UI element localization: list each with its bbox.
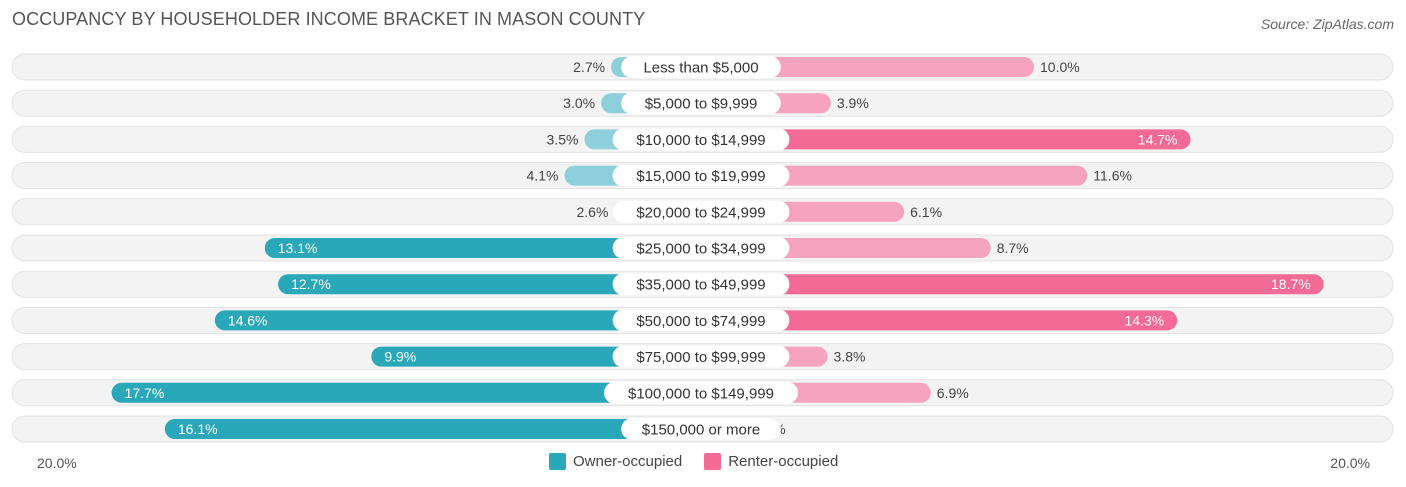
category-pill xyxy=(612,345,790,368)
legend-label-renter: Renter-occupied xyxy=(728,453,839,470)
category-pill xyxy=(612,309,790,332)
category-label: $100,000 to $149,999 xyxy=(628,385,774,402)
renter-value-label: 6.9% xyxy=(937,385,969,401)
owner-bar xyxy=(214,310,701,331)
category-pill xyxy=(604,381,798,404)
owner-bar xyxy=(164,419,701,439)
renter-bar xyxy=(701,310,1178,331)
owner-value-label: 13.1% xyxy=(278,240,318,256)
owner-value-label: 4.1% xyxy=(527,168,559,184)
renter-bar xyxy=(701,129,1191,150)
renter-value-label: 11.6% xyxy=(1093,168,1132,184)
owner-bar xyxy=(264,238,701,258)
legend: Owner-occupied Renter-occupied xyxy=(549,453,838,470)
category-label: $35,000 to $49,999 xyxy=(636,277,765,294)
renter-value-label: 14.3% xyxy=(1124,312,1164,328)
owner-bar xyxy=(278,274,701,295)
owner-value-label: 2.7% xyxy=(573,59,605,75)
renter-bar xyxy=(701,165,1088,186)
renter-value-label: 10.0% xyxy=(1040,59,1080,75)
owner-value-label: 3.5% xyxy=(547,131,579,147)
category-label: $5,000 to $9,999 xyxy=(645,96,758,113)
owner-value-label: 2.6% xyxy=(576,204,608,220)
category-pill xyxy=(612,273,790,296)
source-credit: Source: ZipAtlas.com xyxy=(1260,16,1394,32)
category-pill xyxy=(621,56,781,78)
category-pill xyxy=(612,128,790,151)
renter-value-label: 18.7% xyxy=(1271,276,1311,292)
renter-bar xyxy=(701,57,1034,77)
category-pill xyxy=(621,418,781,440)
owner-bar xyxy=(111,382,702,403)
category-label: Less than $5,000 xyxy=(643,60,758,77)
renter-value-label: 14.7% xyxy=(1138,131,1178,147)
category-pill xyxy=(612,164,790,187)
owner-value-label: 9.9% xyxy=(384,349,416,365)
category-label: $50,000 to $74,999 xyxy=(636,313,765,330)
category-label: $15,000 to $19,999 xyxy=(636,168,765,185)
legend-swatch-renter xyxy=(704,453,722,470)
legend-swatch-owner xyxy=(549,453,566,470)
renter-value-label: 8.7% xyxy=(997,240,1029,256)
owner-value-label: 12.7% xyxy=(291,276,331,292)
renter-value-label: 6.1% xyxy=(910,204,942,220)
legend-item-renter: Renter-occupied xyxy=(704,453,838,470)
category-label: $20,000 to $24,999 xyxy=(636,204,765,221)
owner-value-label: 14.6% xyxy=(228,312,268,328)
owner-value-label: 17.7% xyxy=(125,385,165,401)
category-pill xyxy=(621,92,781,115)
axis-left-label: 20.0% xyxy=(37,455,77,471)
axis-right-label: 20.0% xyxy=(1330,455,1370,471)
legend-item-owner: Owner-occupied xyxy=(549,453,682,470)
owner-value-label: 3.0% xyxy=(563,95,595,111)
category-label: $10,000 to $14,999 xyxy=(636,132,765,149)
category-label: $150,000 or more xyxy=(642,422,760,439)
category-pill xyxy=(612,237,790,259)
renter-value-label: 3.8% xyxy=(834,349,866,365)
legend-label-owner: Owner-occupied xyxy=(573,453,683,470)
category-label: $75,000 to $99,999 xyxy=(636,349,765,366)
category-label: $25,000 to $34,999 xyxy=(636,241,765,258)
owner-value-label: 16.1% xyxy=(178,421,218,437)
renter-bar xyxy=(701,274,1324,295)
chart-title: OCCUPANCY BY HOUSEHOLDER INCOME BRACKET … xyxy=(12,9,646,29)
renter-value-label: 3.9% xyxy=(837,95,869,111)
category-pill xyxy=(612,200,790,223)
